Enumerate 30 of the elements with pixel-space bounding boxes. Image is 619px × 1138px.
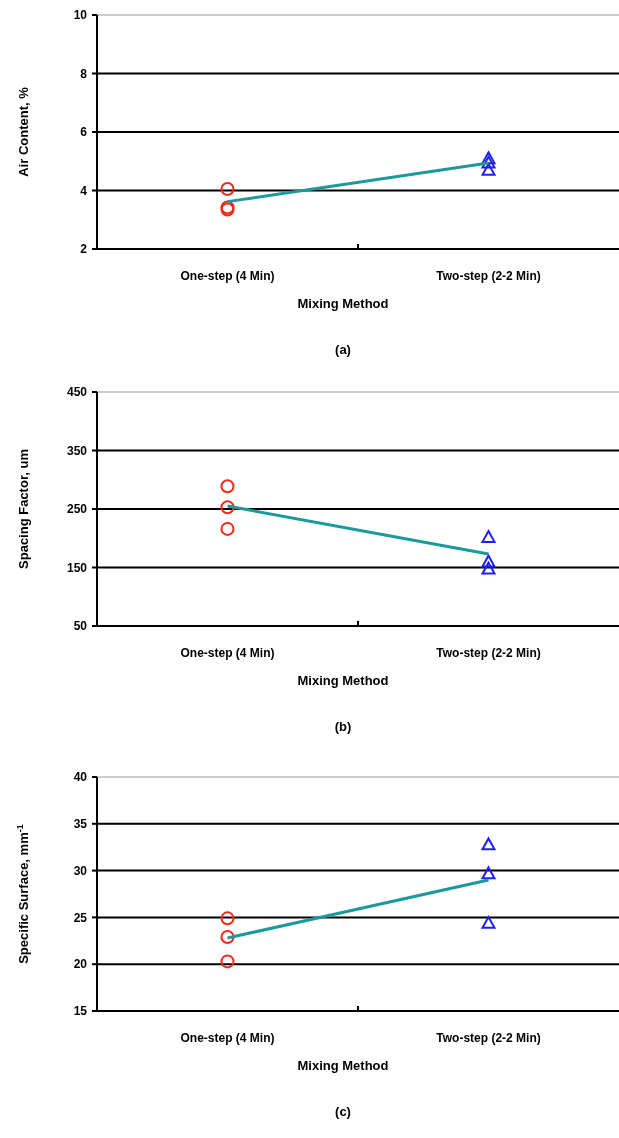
y-tick-label: 350	[66, 443, 88, 458]
y-tick-label: 4	[80, 183, 88, 198]
x-tick-label: Two-step (2-2 Min)	[436, 269, 541, 283]
y-tick-label: 35	[73, 817, 88, 831]
y-tick-label: 150	[66, 560, 88, 575]
y-tick-label: 15	[73, 1004, 88, 1019]
x-tick-label: Two-step (2-2 Min)	[436, 646, 541, 660]
text: (a)	[335, 342, 351, 357]
x-axis-title: Mixing Method	[297, 296, 389, 311]
text: (b)	[334, 719, 352, 734]
text: (c)	[335, 1104, 351, 1119]
x-tick-label: One-step (4 Min)	[180, 646, 275, 660]
y-tick-label: 25	[73, 910, 88, 925]
y-tick-label: 40	[73, 770, 88, 785]
y-tick-label: 250	[66, 502, 88, 517]
y-tick-label: 20	[73, 957, 88, 972]
y-tick-label: 450	[66, 385, 88, 400]
y-axis-title: Air Content, %	[16, 86, 31, 177]
x-axis-title: Mixing Method	[297, 1058, 389, 1073]
y-tick-label: 2	[80, 242, 88, 257]
y-axis-title: Spacing Factor, um	[16, 449, 31, 569]
y-tick-label: 30	[73, 863, 88, 878]
x-tick-label: One-step (4 Min)	[180, 1031, 275, 1045]
y-tick-label: 8	[80, 66, 88, 81]
y-tick-label: 10	[73, 8, 88, 23]
y-tick-label: 6	[80, 125, 88, 140]
y-tick-label: 50	[73, 619, 88, 634]
x-tick-label: One-step (4 Min)	[180, 269, 275, 283]
x-tick-label: Two-step (2-2 Min)	[436, 1031, 541, 1045]
x-axis-title: Mixing Method	[297, 673, 389, 688]
